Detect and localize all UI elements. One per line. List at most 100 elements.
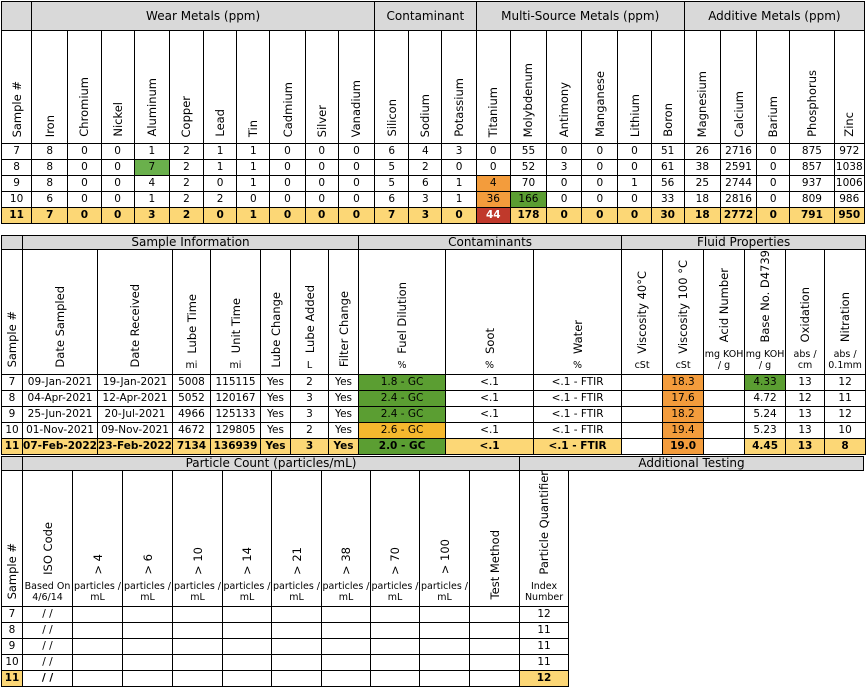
col-header-label: > 100 — [437, 539, 452, 575]
table-cell — [222, 605, 272, 623]
col-header-label: Soot — [482, 327, 497, 354]
table-cell: 2 — [168, 175, 205, 192]
table-cell: 1 — [236, 175, 271, 192]
table-cell: 972 — [833, 143, 866, 160]
table-cell — [72, 637, 123, 655]
table-cell: 3 — [546, 159, 583, 176]
table-cell: 0 — [337, 143, 376, 160]
col-header-water: Water% — [533, 249, 623, 375]
table-cell: 2772 — [719, 207, 758, 224]
particle-count-table: Particle Count (particles/mL) Additional… — [1, 456, 865, 687]
table-cell: 0 — [100, 175, 135, 192]
col-header-100: > 100 particles / mL — [419, 470, 470, 607]
table-cell: 875 — [789, 143, 835, 160]
table-cell: <.1 - FTIR — [533, 437, 623, 455]
table-cell: 18 — [683, 207, 721, 224]
table-cell: / / — [22, 653, 73, 671]
table-cell: 0 — [581, 207, 619, 224]
group-sample-information: Sample Information — [21, 235, 360, 250]
table-cell: 04-Apr-2021 — [22, 389, 98, 407]
empty-area — [569, 471, 864, 607]
table-cell: 18 — [683, 191, 721, 208]
table-cell: 33 — [650, 191, 685, 208]
table-cell: 1 — [133, 191, 170, 208]
table-cell — [621, 437, 664, 455]
sample-number-cell: 9 — [0, 175, 33, 192]
table-row: 7 / / 12 — [1, 605, 864, 623]
table-cell: 6 — [408, 175, 443, 192]
corner-cell — [1, 456, 23, 471]
table-cell: 125133 — [210, 405, 261, 423]
col-header-label: Phosphorus — [804, 70, 819, 137]
table-cell — [468, 605, 521, 623]
table-cell: 7134 — [172, 437, 211, 455]
col-header-viscosity-100-c: Viscosity 100 °C cSt — [662, 249, 705, 375]
col-unit-label: Based On 4/6/14 — [24, 580, 71, 603]
table-cell: 0 — [581, 191, 619, 208]
table-row: 7 09-Jan-2021 19-Jan-2021 5008 115115 Yes 2 Yes… — [1, 373, 867, 391]
table-cell: 51 — [650, 143, 685, 160]
col-header-unit-time: Unit Time mi — [210, 249, 261, 375]
table-cell: 0 — [67, 143, 102, 160]
table-cell — [271, 605, 322, 623]
table-cell: 2 — [168, 159, 205, 176]
table-cell: 0 — [203, 207, 238, 224]
table-cell: 0 — [304, 143, 339, 160]
col-unit-label: particles / mL — [421, 580, 468, 603]
group-contaminant: Contaminant — [374, 1, 477, 31]
table-cell: 1 — [203, 159, 238, 176]
col-header-label: Copper — [179, 95, 194, 137]
table-cell: 11 — [824, 389, 867, 407]
table-cell: 136939 — [210, 437, 261, 455]
table-cell: 12-Apr-2021 — [97, 389, 173, 407]
table-cell: 0 — [756, 207, 791, 224]
table-cell: 0 — [475, 143, 511, 160]
table-cell: 7 — [374, 207, 410, 224]
empty-area — [568, 654, 864, 671]
table-cell: 0 — [100, 191, 135, 208]
table-cell: 09-Nov-2021 — [97, 421, 173, 439]
col-header-label: Fuel Dilution — [395, 281, 410, 354]
table-cell: 166 — [509, 191, 548, 208]
table-cell: 0 — [67, 191, 102, 208]
table-cell: 178 — [509, 207, 548, 224]
table-cell: 0 — [269, 143, 306, 160]
table-cell: 2 — [168, 191, 205, 208]
col-header-label: Viscosity 100 °C — [676, 259, 691, 354]
table-cell — [222, 621, 272, 639]
table-cell: 0 — [546, 191, 583, 208]
table-cell: 0 — [617, 143, 652, 160]
table-cell: 4966 — [172, 405, 211, 423]
table-cell: 10 — [824, 421, 867, 439]
col-header-label: Date Received — [128, 284, 142, 368]
col-header-label: Water — [570, 319, 585, 354]
table-cell: 01-Nov-2021 — [22, 421, 98, 439]
col-header-sample: Sample # — [0, 30, 33, 144]
table-cell: 0 — [337, 207, 376, 224]
table-cell: 55 — [509, 143, 548, 160]
table-cell — [321, 653, 371, 671]
table-cell — [72, 605, 123, 623]
table-cell: 5052 — [172, 389, 211, 407]
table-cell: 19.0 — [662, 437, 705, 455]
col-header-label: Nickel — [110, 102, 125, 137]
table-cell: 07-Feb-2022 — [22, 437, 98, 455]
table-cell: 2 — [408, 159, 443, 176]
col-header-label: Oxidation — [798, 287, 813, 343]
table-cell — [468, 653, 521, 671]
corner-cell — [1, 235, 23, 250]
table-cell: 13 — [785, 373, 826, 391]
col-header-label: Sample # — [9, 80, 24, 137]
table-cell — [72, 653, 123, 671]
table-cell: 52 — [509, 159, 548, 176]
table-cell — [703, 421, 746, 439]
table-cell: 857 — [789, 159, 835, 176]
table-cell: 0 — [337, 175, 376, 192]
col-header-label: Chromium — [77, 77, 92, 137]
table-cell: 3 — [290, 437, 329, 455]
table-cell: 0 — [337, 159, 376, 176]
col-header-label: Test Method — [487, 530, 502, 600]
table-cell: 0 — [67, 159, 102, 176]
col-header-6: > 6 particles / mL — [122, 470, 173, 607]
col-header-21: > 21 particles / mL — [271, 470, 322, 607]
